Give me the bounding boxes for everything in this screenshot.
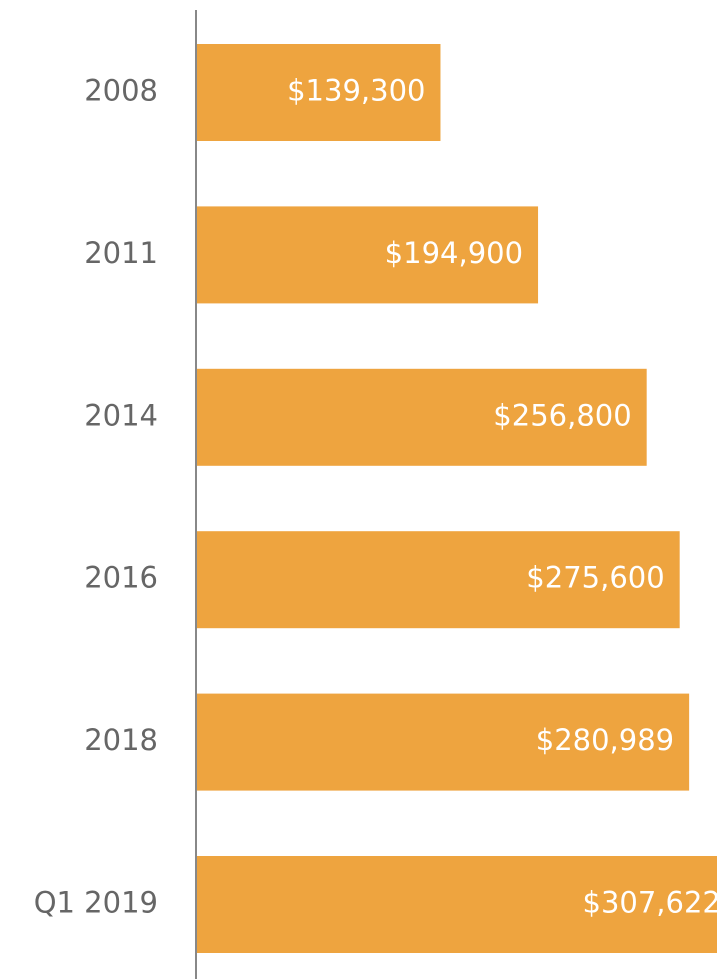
value-label: $256,800 [493,398,631,432]
value-label: $275,600 [526,561,664,595]
category-label: Q1 2019 [34,886,158,920]
value-label: $280,989 [536,723,674,757]
value-label: $307,622 [583,886,717,920]
bar [196,44,441,141]
category-label: 2016 [84,561,158,595]
category-label: 2014 [84,398,158,432]
category-label: 2011 [84,236,158,270]
category-label: 2018 [84,723,158,757]
bar [196,693,690,791]
value-label: $194,900 [385,236,523,270]
bar [196,206,539,304]
category-label: 2008 [84,74,158,108]
bar [196,856,717,953]
bar [196,531,680,629]
bar [196,368,647,466]
value-label: $139,300 [287,74,425,108]
